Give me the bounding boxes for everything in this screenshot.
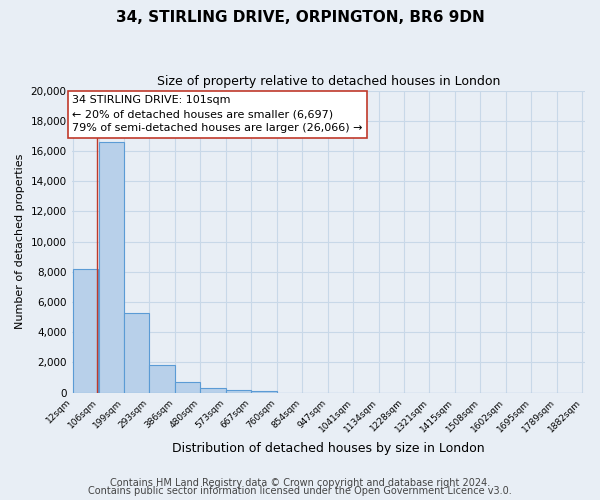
Title: Size of property relative to detached houses in London: Size of property relative to detached ho… (157, 75, 500, 88)
Text: Contains HM Land Registry data © Crown copyright and database right 2024.: Contains HM Land Registry data © Crown c… (110, 478, 490, 488)
Bar (251, 391, 277, 392)
Bar (124, 312, 149, 392)
Bar (226, 390, 251, 392)
Y-axis label: Number of detached properties: Number of detached properties (15, 154, 25, 330)
Text: Contains public sector information licensed under the Open Government Licence v3: Contains public sector information licen… (88, 486, 512, 496)
Bar (73, 269, 98, 392)
X-axis label: Distribution of detached houses by size in London: Distribution of detached houses by size … (172, 442, 485, 455)
Text: 34 STIRLING DRIVE: 101sqm
← 20% of detached houses are smaller (6,697)
79% of se: 34 STIRLING DRIVE: 101sqm ← 20% of detac… (73, 95, 363, 133)
Text: 34, STIRLING DRIVE, ORPINGTON, BR6 9DN: 34, STIRLING DRIVE, ORPINGTON, BR6 9DN (116, 10, 484, 25)
Bar (98, 142, 124, 393)
Bar (200, 388, 226, 392)
Bar (149, 366, 175, 392)
Bar (175, 382, 200, 392)
